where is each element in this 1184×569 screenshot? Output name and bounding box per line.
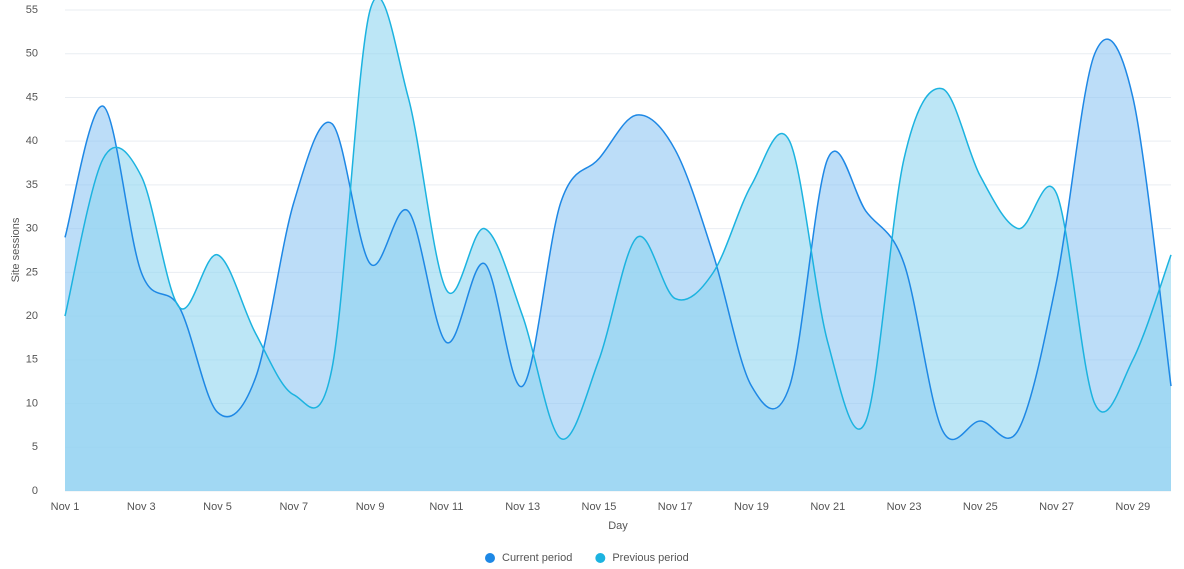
y-tick-label: 45 xyxy=(26,91,38,103)
legend-item: Current period xyxy=(485,552,572,564)
x-tick-label: Nov 19 xyxy=(734,501,769,513)
x-tick-label: Nov 17 xyxy=(658,501,693,513)
legend-swatch xyxy=(595,553,606,563)
y-tick-label: 25 xyxy=(26,266,38,278)
x-tick-label: Nov 9 xyxy=(356,501,385,513)
y-tick-label: 5 xyxy=(32,441,38,453)
x-tick-label: Nov 27 xyxy=(1039,501,1074,513)
x-tick-label: Nov 13 xyxy=(505,501,540,513)
x-tick-label: Nov 1 xyxy=(51,501,80,513)
x-tick-label: Nov 7 xyxy=(279,501,308,513)
y-tick-label: 10 xyxy=(26,397,38,409)
x-tick-label: Nov 21 xyxy=(810,501,845,513)
area xyxy=(65,0,1171,491)
x-axis-label: Day xyxy=(608,520,628,532)
legend-label: Previous period xyxy=(612,552,688,564)
y-tick-label: 0 xyxy=(32,485,38,497)
y-tick-label: 30 xyxy=(26,223,38,235)
y-tick-label: 20 xyxy=(26,310,38,322)
x-tick-label: Nov 3 xyxy=(127,501,156,513)
line xyxy=(64,0,1172,440)
x-tick-label: Nov 15 xyxy=(582,501,617,513)
x-tick-label: Nov 29 xyxy=(1115,501,1150,513)
y-tick-label: 35 xyxy=(26,179,38,191)
x-tick-label: Nov 23 xyxy=(887,501,922,513)
y-tick-label: 15 xyxy=(26,354,38,366)
x-tick-label: Nov 11 xyxy=(429,501,463,513)
x-tick-label: Nov 5 xyxy=(203,501,232,513)
y-tick-label: 55 xyxy=(26,4,38,16)
legend-swatch xyxy=(485,553,495,563)
y-tick-label: 50 xyxy=(26,48,38,60)
x-tick-label: Nov 25 xyxy=(963,501,998,513)
y-axis-label: Site sessions xyxy=(10,217,22,282)
legend-label: Current period xyxy=(502,552,572,564)
line xyxy=(64,38,1172,441)
legend-item: Previous period xyxy=(595,552,689,564)
y-tick-label: 40 xyxy=(26,135,38,147)
